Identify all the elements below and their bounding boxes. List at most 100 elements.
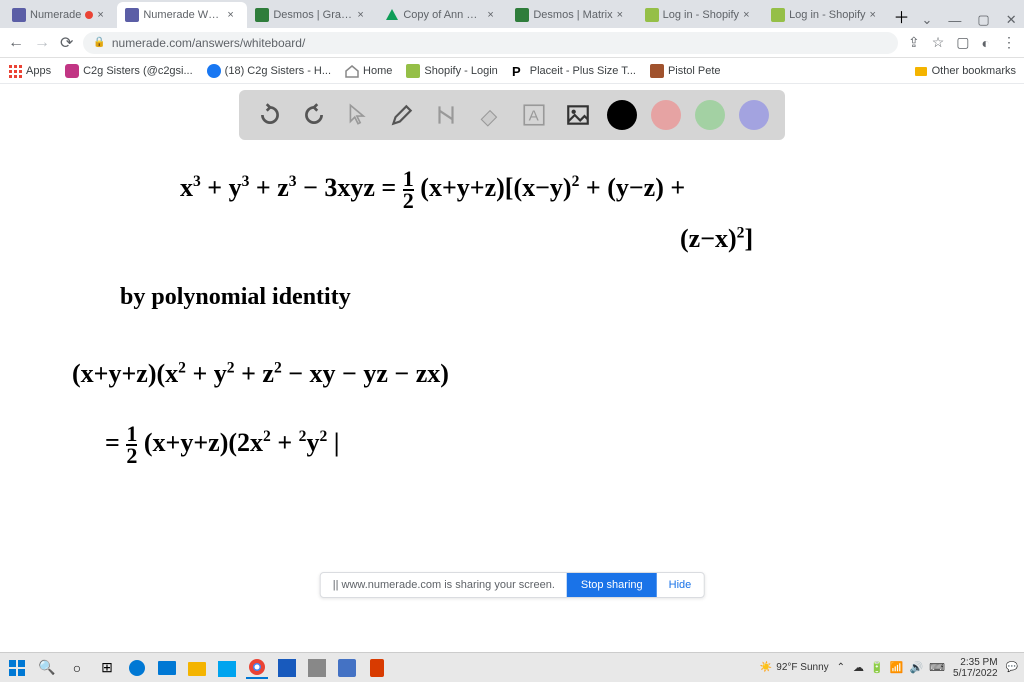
share-icon[interactable]: ⇪ [908,34,920,51]
color-blue[interactable] [739,100,769,130]
text-tool[interactable]: A [519,100,549,130]
tab-title: Numerade White [143,9,223,21]
bookmark-label: Home [363,65,392,77]
redo-button[interactable] [299,100,329,130]
onedrive-icon[interactable]: ☁ [853,661,864,674]
close-window-button[interactable]: ✕ [1006,12,1017,28]
tab-desmos-matrix[interactable]: Desmos | Matrix × [507,2,636,28]
math-line-3: (x+y+z)(x2 + y2 + z2 − xy − yz − zx) [72,359,449,389]
tab-numerade[interactable]: Numerade × [4,2,117,28]
tab-title: Desmos | Matrix [533,9,612,21]
volume-icon[interactable]: 🔊 [909,661,923,674]
taskbar-office[interactable] [366,657,388,679]
clock[interactable]: 2:35 PM 5/17/2022 [953,657,998,679]
image-tool[interactable] [563,100,593,130]
taskbar-word[interactable] [276,657,298,679]
home-icon [345,64,359,78]
pistol-pete-icon [650,64,664,78]
favicon-drive [385,8,399,22]
forward-button[interactable]: → [34,34,50,52]
math-line-1b: (z−x)2] [680,224,753,254]
cortana-button[interactable]: ○ [66,657,88,679]
systray: ☁ 🔋 📶 🔊 ⌨ [853,661,945,674]
close-icon[interactable]: × [870,9,882,21]
other-bookmarks[interactable]: Other bookmarks [914,64,1016,78]
undo-button[interactable] [255,100,285,130]
pen-tool[interactable] [387,100,417,130]
weather-widget[interactable]: ☀️ 92°F Sunny [760,662,829,673]
eraser-tool[interactable] [475,100,505,130]
nav-right: ⇪ ☆ ▢ ◐ ⋮ [908,34,1016,51]
search-button[interactable]: 🔍 [36,657,58,679]
close-icon[interactable]: × [617,9,629,21]
menu-icon[interactable]: ⋮ [1002,34,1016,51]
bookmark-c2g-facebook[interactable]: (18) C2g Sisters - H... [207,64,331,78]
color-red[interactable] [651,100,681,130]
placeit-icon: P [512,64,526,78]
time-text: 2:35 PM [953,657,998,668]
instagram-icon [65,64,79,78]
tab-strip: Numerade × Numerade White × Desmos | Gra… [0,0,1024,28]
tab-desmos-graphing[interactable]: Desmos | Graphin × [247,2,377,28]
battery-icon[interactable]: 🔋 [870,661,884,674]
notifications-button[interactable]: 💬 [1006,662,1018,673]
close-icon[interactable]: × [487,9,499,21]
color-green[interactable] [695,100,725,130]
profile-icon[interactable]: ◐ [982,35,990,51]
lock-icon: 🔒 [93,37,105,48]
shopify-icon [406,64,420,78]
tab-title: Copy of Ann Xav [403,9,483,21]
bookmark-placeit[interactable]: P Placeit - Plus Size T... [512,64,636,78]
language-icon[interactable]: ⌨ [929,661,945,674]
hide-sharing-button[interactable]: Hide [657,573,704,597]
apps-button[interactable]: Apps [8,64,51,78]
chevron-down-icon[interactable]: ⌄ [922,12,933,28]
tools-button[interactable] [431,100,461,130]
taskbar-mail[interactable] [156,657,178,679]
taskbar-app-1[interactable] [306,657,328,679]
tab-shopify-1[interactable]: Log in - Shopify × [637,2,763,28]
systray-expand[interactable]: ⌃ [837,662,845,673]
close-icon[interactable]: × [97,9,109,21]
close-icon[interactable]: × [227,9,239,21]
math-line-4: = 12 (x+y+z)(2x2 + 2y2 | [105,424,339,466]
bookmark-home[interactable]: Home [345,64,392,78]
bookmark-pistol-pete[interactable]: Pistol Pete [650,64,721,78]
whiteboard-toolbar: A [239,90,785,140]
taskbar-store[interactable] [216,657,238,679]
new-tab-button[interactable]: ＋ [894,4,910,28]
stop-sharing-button[interactable]: Stop sharing [567,573,657,597]
maximize-button[interactable]: ▢ [977,12,989,28]
account-icon[interactable]: ▢ [956,34,969,51]
tab-numerade-whiteboard[interactable]: Numerade White × [117,2,247,28]
pointer-tool[interactable] [343,100,373,130]
favicon-desmos [515,8,529,22]
task-view-button[interactable]: ⊞ [96,657,118,679]
close-icon[interactable]: × [357,9,369,21]
facebook-icon [207,64,221,78]
start-button[interactable] [6,657,28,679]
taskbar-calculator[interactable] [336,657,358,679]
sharing-notification: || www.numerade.com is sharing your scre… [320,572,705,598]
close-icon[interactable]: × [743,9,755,21]
taskbar-right: ☀️ 92°F Sunny ⌃ ☁ 🔋 📶 🔊 ⌨ 2:35 PM 5/17/2… [760,657,1018,679]
favicon-desmos [255,8,269,22]
folder-icon [914,64,928,78]
tab-copy-ann-xav[interactable]: Copy of Ann Xav × [377,2,507,28]
taskbar-edge[interactable] [126,657,148,679]
whiteboard-content[interactable]: A x3 + y3 + z3 − 3xyz = 12 (x+y+z)[(x−y)… [0,84,1024,640]
taskbar-explorer[interactable] [186,657,208,679]
reload-button[interactable]: ⟳ [60,33,73,53]
taskbar-left: 🔍 ○ ⊞ [6,657,388,679]
bookmark-shopify[interactable]: Shopify - Login [406,64,497,78]
tab-shopify-2[interactable]: Log in - Shopify × [763,2,889,28]
back-button[interactable]: ← [8,34,24,52]
address-bar[interactable]: 🔒 numerade.com/answers/whiteboard/ [83,32,898,54]
bookmark-c2g-instagram[interactable]: C2g Sisters (@c2gsi... [65,64,193,78]
wifi-icon[interactable]: 📶 [890,661,904,674]
color-black[interactable] [607,100,637,130]
nav-bar: ← → ⟳ 🔒 numerade.com/answers/whiteboard/… [0,28,1024,58]
taskbar-chrome[interactable] [246,657,268,679]
minimize-button[interactable]: — [948,13,961,28]
star-icon[interactable]: ☆ [932,34,945,51]
